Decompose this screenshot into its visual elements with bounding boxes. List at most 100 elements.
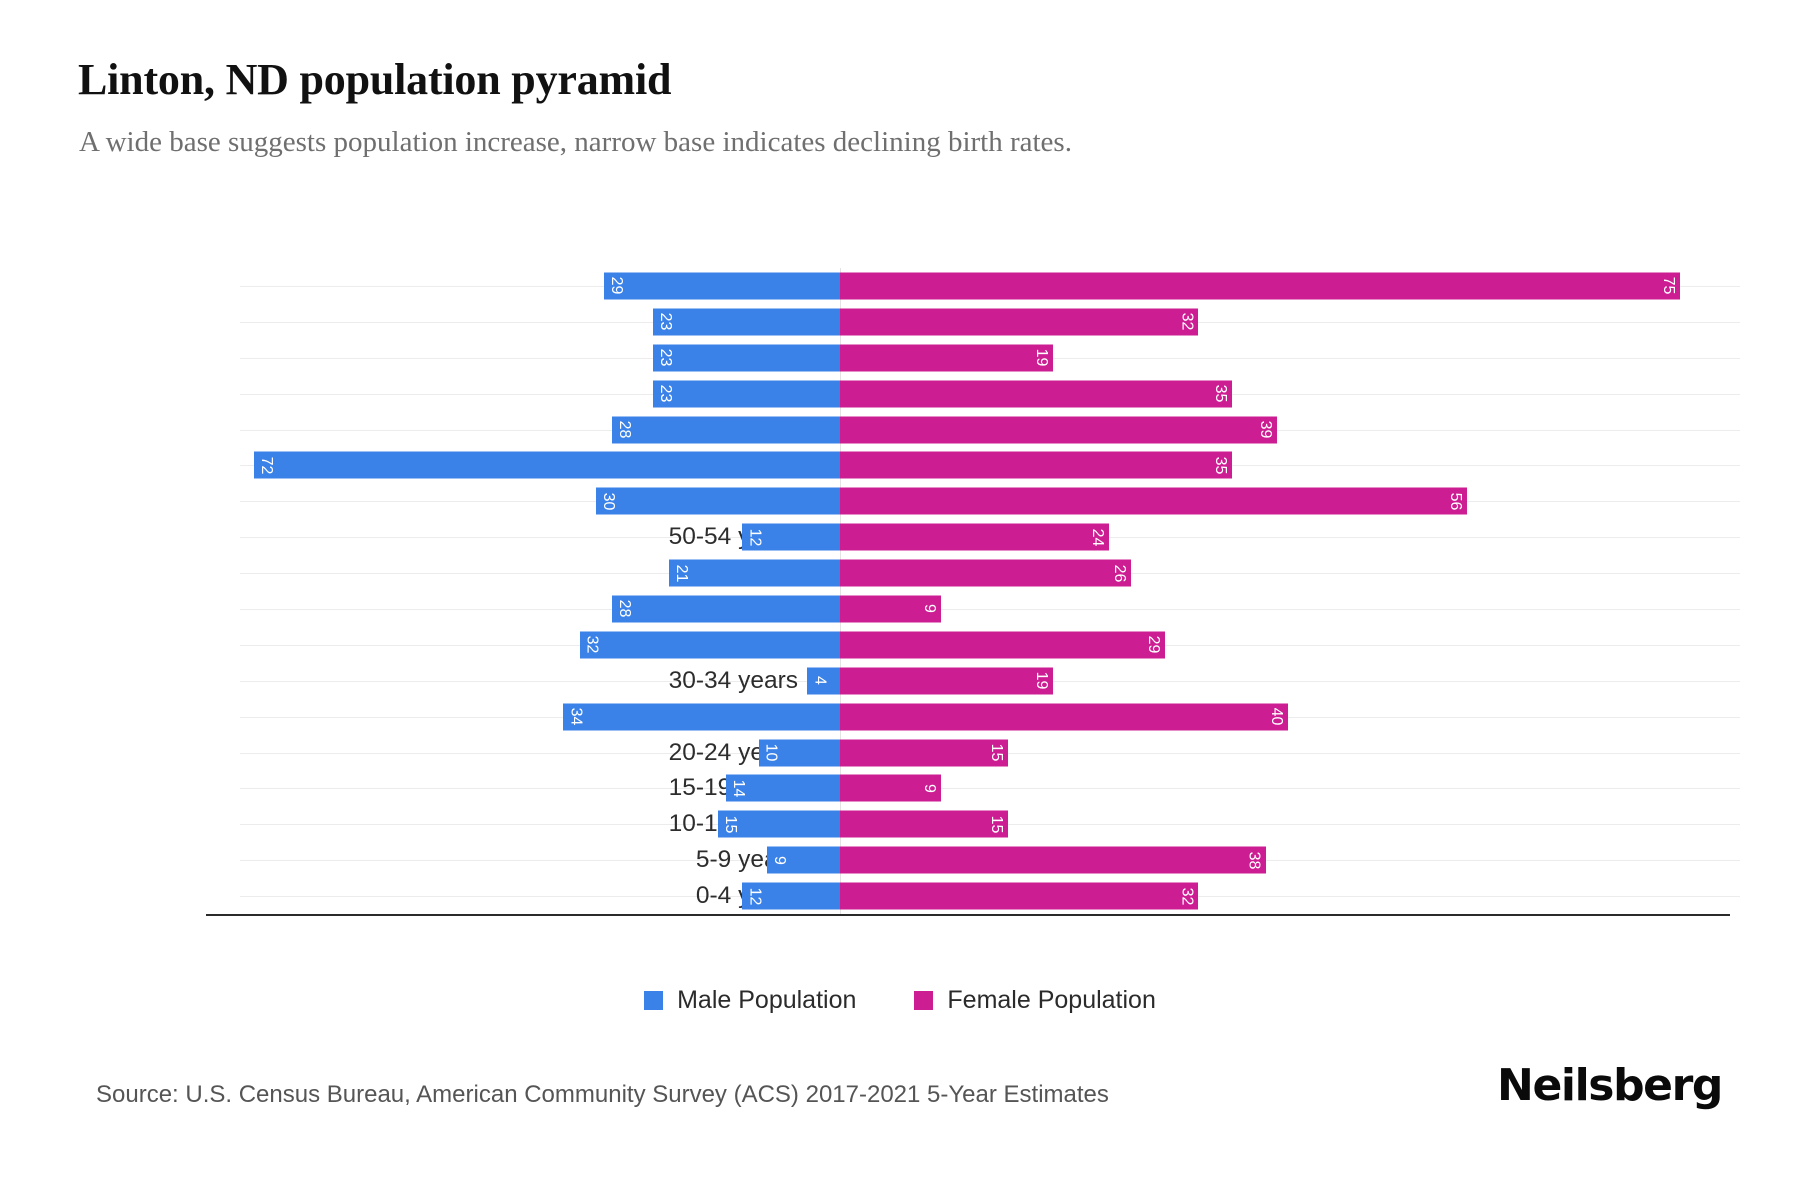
bar-value-male: 72 (258, 456, 275, 475)
legend-label-female: Female Population (947, 986, 1156, 1014)
bar-female[interactable]: 32 (840, 882, 1199, 910)
pyramid-row: 40-44 years289 (240, 591, 1740, 627)
bar-value-male: 34 (567, 707, 585, 726)
bar-female[interactable]: 56 (840, 487, 1468, 515)
gridline (240, 608, 1740, 610)
legend-swatch-female-icon (914, 991, 934, 1010)
bar-value-male: 28 (616, 600, 634, 618)
bar-value-female: 75 (1660, 277, 1677, 295)
bar-value-male: 4 (811, 676, 829, 686)
bar-value-male: 12 (746, 528, 764, 547)
pyramid-row: 15-19 years149 (240, 770, 1740, 806)
bar-male[interactable]: 12 (742, 523, 840, 551)
bar-female[interactable]: 15 (840, 810, 1008, 838)
bar-value-male: 28 (616, 420, 634, 439)
pyramid-row: 50-54 years 12 24 (240, 519, 1740, 555)
legend-item-male[interactable]: Male Population (644, 986, 856, 1015)
pyramid-row: 70-74 years2335 (240, 376, 1740, 412)
bar-female[interactable]: 24 (840, 523, 1109, 551)
pyramid-rows: 85+ years297580-84 years233275-79 years2… (240, 268, 1740, 914)
legend-label-male: Male Population (677, 986, 857, 1014)
bar-value-male: 14 (730, 779, 748, 798)
legend-swatch-male-icon (644, 991, 664, 1010)
bar-female[interactable]: 39 (840, 416, 1277, 443)
bar-female[interactable]: 19 (840, 667, 1053, 695)
bar-value-female: 35 (1212, 456, 1229, 475)
pyramid-row: 85+ years2975 (240, 268, 1740, 304)
pyramid-row: 55-59 years3056 (240, 483, 1740, 519)
page-subtitle: A wide base suggests population increase… (79, 126, 1072, 158)
bar-female[interactable]: 19 (840, 344, 1053, 372)
pyramid-row: 5-9 years 9 38 (240, 842, 1740, 878)
bar-male[interactable]: 34 (563, 703, 840, 731)
pyramid-row: 80-84 years2332 (240, 304, 1740, 340)
bar-female[interactable]: 9 (840, 595, 941, 623)
bar-value-female: 38 (1245, 851, 1263, 870)
bar-female[interactable]: 26 (840, 559, 1132, 587)
bar-male[interactable]: 21 (669, 559, 840, 587)
bar-male[interactable]: 23 (652, 308, 840, 336)
bar-male[interactable]: 4 (807, 667, 840, 695)
bar-value-female: 39 (1256, 420, 1274, 439)
bar-male[interactable]: 30 (595, 487, 840, 515)
bar-value-female: 32 (1178, 312, 1196, 331)
pyramid-row: 20-24 years 10 15 (240, 735, 1740, 771)
bar-male[interactable]: 10 (758, 739, 840, 767)
bar-male[interactable]: 28 (612, 416, 840, 443)
bar-value-male: 12 (746, 887, 764, 905)
bar-female[interactable]: 35 (840, 380, 1232, 408)
pyramid-row: 65-69 years2839 (240, 412, 1740, 448)
bar-male[interactable]: 12 (742, 882, 840, 910)
bar-value-female: 29 (1144, 635, 1162, 654)
bar-female[interactable]: 75 (840, 272, 1680, 300)
bar-female[interactable]: 40 (840, 703, 1288, 731)
bar-value-male: 23 (656, 312, 674, 331)
pyramid-row: 45-49 years2126 (240, 555, 1740, 591)
bar-female[interactable]: 15 (840, 739, 1008, 767)
bar-value-female: 24 (1088, 528, 1106, 547)
pyramid-row: 30-34 years 4 19 (240, 663, 1740, 699)
bar-female[interactable]: 29 (840, 631, 1165, 659)
bar-value-female: 9 (920, 604, 938, 614)
bar-male[interactable]: 29 (603, 272, 840, 300)
bar-value-female: 32 (1178, 887, 1196, 905)
age-group-label: 30-34 years (668, 666, 798, 694)
bar-value-male: 32 (583, 635, 601, 654)
pyramid-row: 75-79 years2319 (240, 340, 1740, 376)
bar-value-female: 40 (1268, 707, 1285, 726)
bar-value-female: 35 (1212, 384, 1229, 403)
bar-value-male: 23 (656, 348, 674, 367)
bar-male[interactable]: 15 (717, 810, 840, 838)
bar-male[interactable]: 32 (579, 631, 840, 659)
bar-female[interactable]: 32 (840, 308, 1199, 336)
brand-logo: Neilsberg (1497, 1060, 1723, 1111)
bar-value-female: 26 (1111, 564, 1129, 582)
center-axis-line (840, 268, 841, 914)
bar-female[interactable]: 9 (840, 774, 941, 802)
bar-value-male: 21 (673, 564, 691, 582)
pyramid-row: 0-4 years1232 (240, 878, 1740, 914)
bar-male[interactable]: 72 (254, 451, 840, 479)
bar-value-male: 23 (656, 384, 674, 403)
x-axis-baseline (206, 914, 1730, 916)
bar-value-male: 29 (607, 277, 625, 295)
bar-female[interactable]: 35 (840, 451, 1232, 479)
population-pyramid-plot: 85+ years297580-84 years233275-79 years2… (206, 268, 1740, 916)
bar-male[interactable]: 23 (652, 380, 840, 408)
source-note: Source: U.S. Census Bureau, American Com… (96, 1081, 1109, 1108)
legend-item-female[interactable]: Female Population (914, 986, 1156, 1015)
pyramid-row: 60-64 years7235 (240, 447, 1740, 483)
bar-male[interactable]: 23 (652, 344, 840, 372)
bar-male[interactable]: 28 (612, 595, 840, 623)
chart-legend: Male Population Female Population (0, 986, 1800, 1015)
bar-male[interactable]: 9 (766, 846, 840, 874)
bar-value-female: 15 (988, 743, 1005, 762)
bar-value-female: 19 (1032, 348, 1050, 367)
bar-value-female: 9 (920, 783, 938, 793)
bar-female[interactable]: 38 (840, 846, 1266, 874)
bar-male[interactable]: 14 (726, 774, 840, 802)
bar-value-female: 19 (1032, 671, 1050, 690)
page-title: Linton, ND population pyramid (78, 55, 672, 104)
bar-value-male: 30 (599, 492, 617, 511)
